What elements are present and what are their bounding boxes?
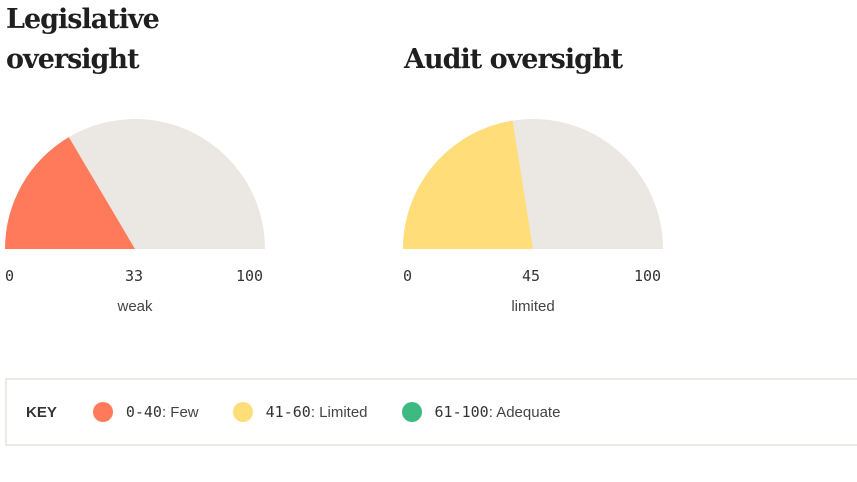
tick-value: 33	[125, 267, 144, 285]
gauge-title-legislative: Legislative oversight	[6, 4, 160, 75]
dot-icon	[232, 402, 253, 422]
legend-desc: : Adequate	[488, 403, 561, 421]
dot-icon	[401, 402, 422, 422]
legend-desc: : Few	[161, 403, 199, 421]
tick-min: 0	[5, 267, 15, 285]
tick-max: 100	[634, 267, 662, 285]
tick-min: 0	[403, 267, 413, 285]
gauge-legislative	[4, 119, 265, 249]
legend-range: 41-60	[265, 403, 311, 421]
tick-value: 45	[522, 267, 541, 285]
legend-item-adequate: 61-100: Adequate	[401, 402, 561, 422]
gauge-fill	[4, 137, 135, 249]
gauge-title-audit: Audit oversight	[404, 44, 623, 75]
legend-desc: : Limited	[310, 403, 368, 421]
legend-item-limited: 41-60: Limited	[232, 402, 368, 422]
rating-label: weak	[117, 298, 153, 315]
legend-item-few: 0-40: Few	[92, 402, 199, 422]
gauge-audit	[403, 119, 663, 249]
gauge-fill	[403, 120, 533, 249]
legend-range: 61-100	[434, 403, 489, 421]
legend-key: KEY 0-40: Few 41-60: Limited 61-100: Ade…	[5, 378, 857, 446]
rating-label: limited	[511, 298, 555, 315]
key-label: KEY	[26, 403, 57, 421]
legend-range: 0-40	[125, 403, 162, 421]
dot-icon	[92, 402, 113, 422]
tick-max: 100	[236, 267, 264, 285]
